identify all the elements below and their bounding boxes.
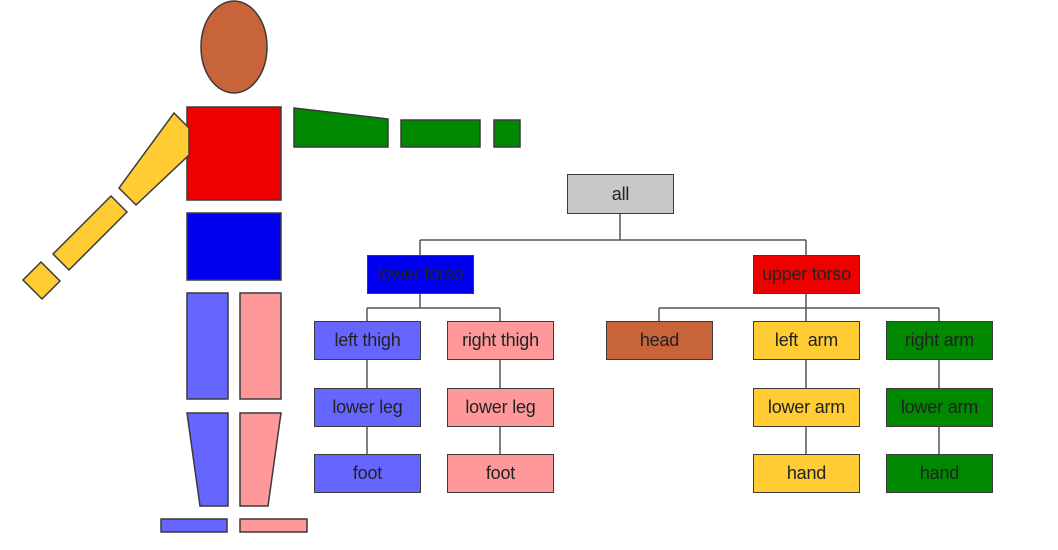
node-upper-torso: upper torso	[753, 255, 860, 294]
connector-root	[419, 214, 807, 255]
node-left-lower-leg: lower leg	[314, 388, 421, 427]
node-all: all	[567, 174, 674, 214]
node-right-arm: right arm	[886, 321, 993, 360]
node-right-foot: foot	[447, 454, 554, 493]
figure-left-lower-arm	[51, 194, 129, 272]
node-left-hand: hand	[753, 454, 860, 493]
connector-upper-torso	[658, 294, 940, 321]
figure-left-thigh	[186, 292, 229, 400]
figure-right-foot	[239, 518, 308, 533]
figure-right-upper-arm	[293, 107, 389, 148]
figure-head	[200, 0, 268, 94]
figure-left-lower-leg	[186, 412, 229, 507]
node-left-arm: left arm	[753, 321, 860, 360]
figure-left-upper-arm	[118, 111, 190, 207]
node-head: head	[606, 321, 713, 360]
figure-upper-torso	[186, 106, 282, 201]
figure-right-lower-leg	[239, 412, 282, 507]
figure-right-lower-arm	[400, 119, 481, 148]
connector-lower-torso	[366, 294, 501, 321]
node-right-hand: hand	[886, 454, 993, 493]
node-right-lower-leg: lower leg	[447, 388, 554, 427]
node-left-thigh: left thigh	[314, 321, 421, 360]
figure-left-foot	[160, 518, 228, 533]
figure-right-hand	[493, 119, 521, 148]
node-left-lower-arm: lower arm	[753, 388, 860, 427]
node-right-lower-arm: lower arm	[886, 388, 993, 427]
figure-lower-torso	[186, 212, 282, 281]
node-lower-torso: lower torso	[367, 255, 474, 294]
node-left-foot: foot	[314, 454, 421, 493]
figure-right-thigh	[239, 292, 282, 400]
node-right-thigh: right thigh	[447, 321, 554, 360]
figure-left-hand	[21, 260, 62, 301]
